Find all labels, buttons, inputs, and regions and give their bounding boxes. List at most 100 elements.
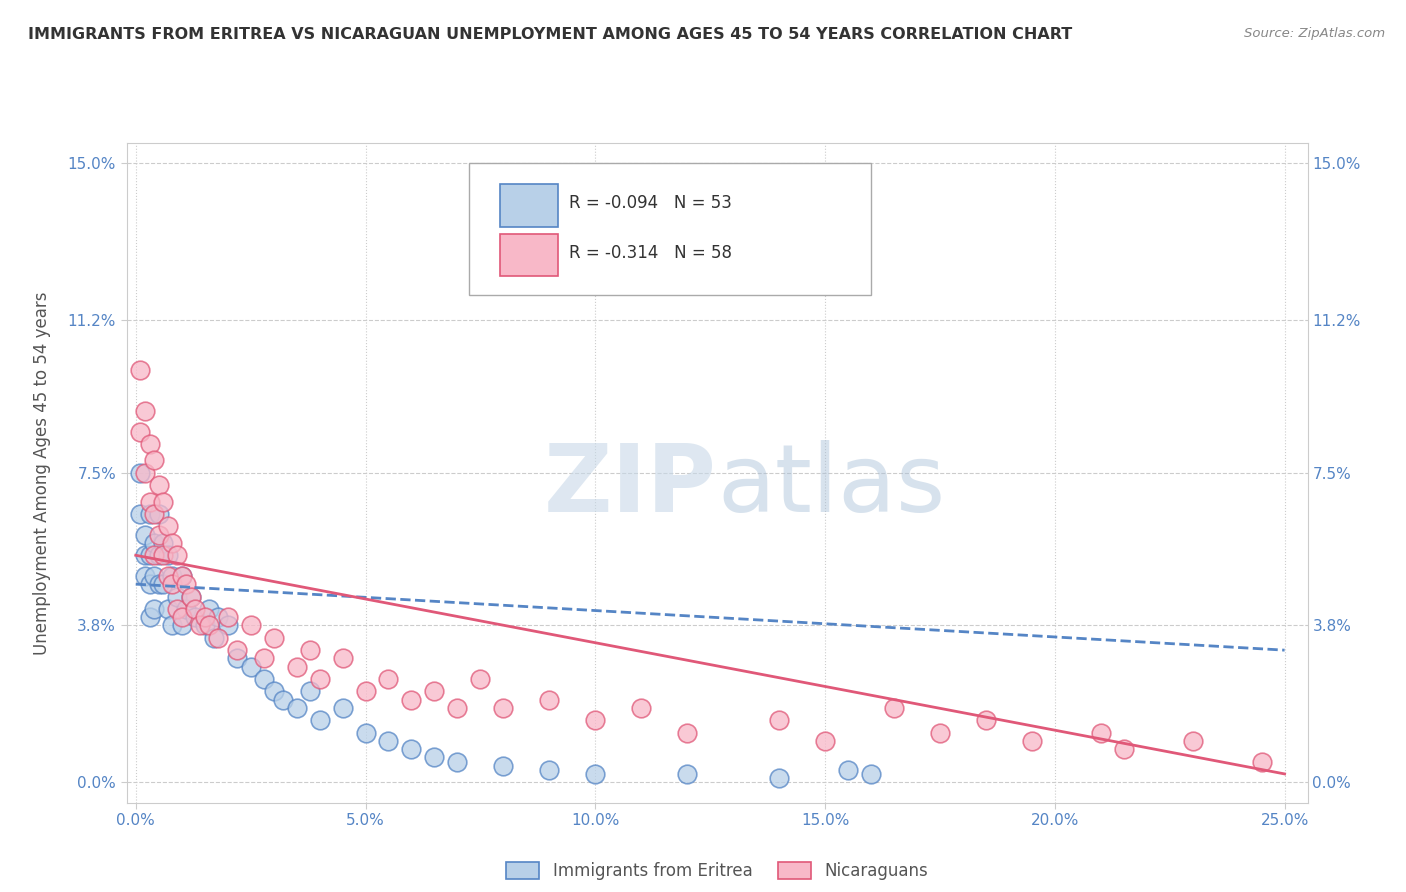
Point	[174, 602, 197, 616]
Point	[1181, 734, 1204, 748]
Point	[225, 643, 247, 657]
Point	[152, 548, 174, 563]
Point	[814, 734, 837, 748]
Point	[538, 763, 561, 777]
Point	[143, 507, 166, 521]
Point	[354, 684, 377, 698]
Point	[492, 701, 515, 715]
FancyBboxPatch shape	[470, 162, 870, 294]
Point	[134, 569, 156, 583]
Point	[156, 569, 179, 583]
Point	[162, 577, 184, 591]
Point	[148, 548, 170, 563]
Point	[263, 631, 285, 645]
Text: atlas: atlas	[717, 440, 945, 532]
Point	[377, 734, 399, 748]
Point	[134, 466, 156, 480]
Point	[143, 536, 166, 550]
Point	[134, 527, 156, 541]
Point	[859, 767, 882, 781]
Point	[143, 602, 166, 616]
Point	[184, 610, 207, 624]
Point	[1250, 755, 1272, 769]
Point	[423, 684, 446, 698]
Point	[156, 602, 179, 616]
Point	[198, 618, 221, 632]
Point	[170, 618, 193, 632]
Point	[401, 742, 423, 756]
Point	[207, 631, 229, 645]
Point	[138, 507, 160, 521]
Point	[180, 590, 202, 604]
Point	[253, 672, 276, 686]
Point	[299, 684, 322, 698]
Point	[138, 577, 160, 591]
FancyBboxPatch shape	[499, 234, 558, 276]
Text: ZIP: ZIP	[544, 440, 717, 532]
Point	[162, 569, 184, 583]
Point	[148, 527, 170, 541]
Text: R = -0.314   N = 58: R = -0.314 N = 58	[569, 244, 733, 262]
Point	[299, 643, 322, 657]
Point	[148, 507, 170, 521]
Point	[180, 590, 202, 604]
Point	[470, 672, 492, 686]
Point	[1112, 742, 1135, 756]
Point	[768, 714, 790, 728]
Point	[271, 692, 294, 706]
Point	[217, 618, 239, 632]
Point	[332, 651, 354, 665]
Point	[148, 478, 170, 492]
Point	[194, 618, 217, 632]
Point	[207, 610, 229, 624]
Text: IMMIGRANTS FROM ERITREA VS NICARAGUAN UNEMPLOYMENT AMONG AGES 45 TO 54 YEARS COR: IMMIGRANTS FROM ERITREA VS NICARAGUAN UN…	[28, 27, 1073, 42]
Point	[170, 569, 193, 583]
Point	[401, 692, 423, 706]
Point	[239, 618, 262, 632]
Legend: Immigrants from Eritrea, Nicaraguans: Immigrants from Eritrea, Nicaraguans	[499, 855, 935, 887]
Point	[134, 404, 156, 418]
Point	[1021, 734, 1043, 748]
Point	[253, 651, 276, 665]
Point	[152, 494, 174, 508]
Point	[184, 602, 207, 616]
Text: Source: ZipAtlas.com: Source: ZipAtlas.com	[1244, 27, 1385, 40]
Point	[538, 692, 561, 706]
Point	[630, 701, 652, 715]
Point	[143, 453, 166, 467]
Point	[138, 548, 160, 563]
Point	[308, 714, 330, 728]
Point	[492, 758, 515, 772]
FancyBboxPatch shape	[499, 185, 558, 227]
Point	[198, 602, 221, 616]
Point	[929, 725, 952, 739]
Point	[194, 610, 217, 624]
Point	[583, 714, 606, 728]
Point	[138, 494, 160, 508]
Point	[188, 618, 211, 632]
Point	[162, 618, 184, 632]
Point	[332, 701, 354, 715]
Point	[285, 701, 308, 715]
Point	[263, 684, 285, 698]
Point	[134, 548, 156, 563]
Point	[423, 750, 446, 764]
Point	[156, 519, 179, 533]
Point	[1090, 725, 1112, 739]
Point	[170, 569, 193, 583]
Point	[143, 548, 166, 563]
Point	[148, 577, 170, 591]
Point	[129, 362, 152, 376]
Text: R = -0.094   N = 53: R = -0.094 N = 53	[569, 194, 733, 212]
Point	[138, 437, 160, 451]
Point	[217, 610, 239, 624]
Point	[166, 602, 188, 616]
Point	[174, 577, 197, 591]
Point	[285, 659, 308, 673]
Point	[166, 548, 188, 563]
Point	[974, 714, 997, 728]
Point	[143, 569, 166, 583]
Point	[446, 755, 468, 769]
Point	[202, 631, 225, 645]
Point	[129, 466, 152, 480]
